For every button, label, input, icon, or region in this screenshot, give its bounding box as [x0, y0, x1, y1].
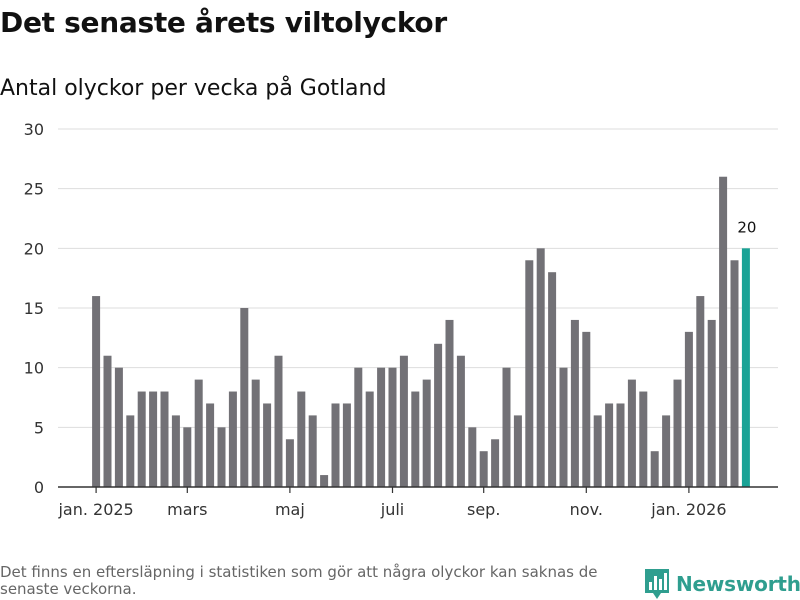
brand-logo: Newsworthy [644, 568, 800, 600]
x-tick-label: juli [380, 500, 404, 519]
bar [331, 403, 340, 487]
bar [593, 415, 602, 487]
gridlines [58, 128, 778, 428]
bar [491, 439, 500, 487]
bar [673, 379, 682, 487]
bar [217, 427, 226, 487]
x-tick-label: maj [275, 500, 305, 519]
bar [411, 391, 420, 487]
bar [616, 403, 625, 487]
bar [92, 296, 101, 487]
bar [320, 475, 329, 487]
bar [650, 451, 659, 487]
bar [639, 391, 648, 487]
highlight-value-label: 20 [737, 218, 756, 236]
bar [103, 355, 112, 487]
bar [559, 367, 568, 487]
bar [228, 391, 237, 487]
bar [684, 331, 693, 487]
x-tick-label: sep. [467, 500, 500, 519]
bars [92, 176, 750, 488]
bar [388, 367, 397, 487]
bar [399, 355, 408, 487]
bar [171, 415, 180, 487]
x-tick-label: jan. 2025 [57, 500, 133, 519]
bar [126, 415, 135, 487]
chart-title: Det senaste årets viltolyckor [0, 6, 447, 39]
bar [627, 379, 636, 487]
bar [149, 391, 158, 487]
bar [502, 367, 511, 487]
bar [468, 427, 477, 487]
bar [354, 367, 363, 487]
bar [274, 355, 283, 487]
bar [570, 319, 579, 487]
brand-name: Newsworthy [676, 572, 800, 596]
bar-highlight [741, 248, 750, 487]
y-tick-label: 5 [34, 418, 44, 437]
x-tick-label: jan. 2026 [650, 500, 726, 519]
bar [308, 415, 317, 487]
bar [422, 379, 431, 487]
y-axis-ticks: 0 5 10 15 20 25 30 [24, 120, 44, 497]
y-tick-label: 0 [34, 478, 44, 497]
bar [114, 367, 123, 487]
bar [183, 427, 192, 487]
footnote: Det finns en eftersläpning i statistiken… [0, 563, 598, 598]
bar [365, 391, 374, 487]
bar [377, 367, 386, 487]
y-tick-label: 20 [24, 239, 44, 258]
newsworthy-logo-icon [645, 569, 669, 599]
y-tick-label: 10 [24, 359, 44, 378]
bar [240, 308, 249, 487]
bar [582, 331, 591, 487]
bar [536, 248, 545, 487]
y-tick-label: 15 [24, 299, 44, 318]
x-axis-ticks: jan. 2025 mars maj juli sep. nov. jan. 2026 [57, 487, 727, 519]
bar [445, 319, 454, 487]
data-labels: 20 [737, 218, 756, 236]
bar [719, 176, 728, 488]
bar [525, 260, 534, 487]
bar [263, 403, 272, 487]
bar [707, 319, 716, 487]
bar [194, 379, 203, 487]
bar [730, 260, 739, 487]
bar [605, 403, 614, 487]
bar [548, 272, 557, 487]
bar [137, 391, 146, 487]
chart-subtitle: Antal olyckor per vecka på Gotland [0, 76, 387, 101]
bar [342, 403, 351, 487]
bar [662, 415, 671, 487]
bar [479, 451, 488, 487]
bar [285, 439, 294, 487]
bar [206, 403, 215, 487]
bar [456, 355, 465, 487]
bar [434, 343, 443, 487]
bar [251, 379, 260, 487]
bar [513, 415, 522, 487]
x-tick-label: mars [167, 500, 207, 519]
bar [696, 296, 705, 487]
bar [160, 391, 169, 487]
x-tick-label: nov. [570, 500, 603, 519]
y-tick-label: 30 [24, 120, 44, 139]
y-tick-label: 25 [24, 180, 44, 199]
bar [297, 391, 306, 487]
